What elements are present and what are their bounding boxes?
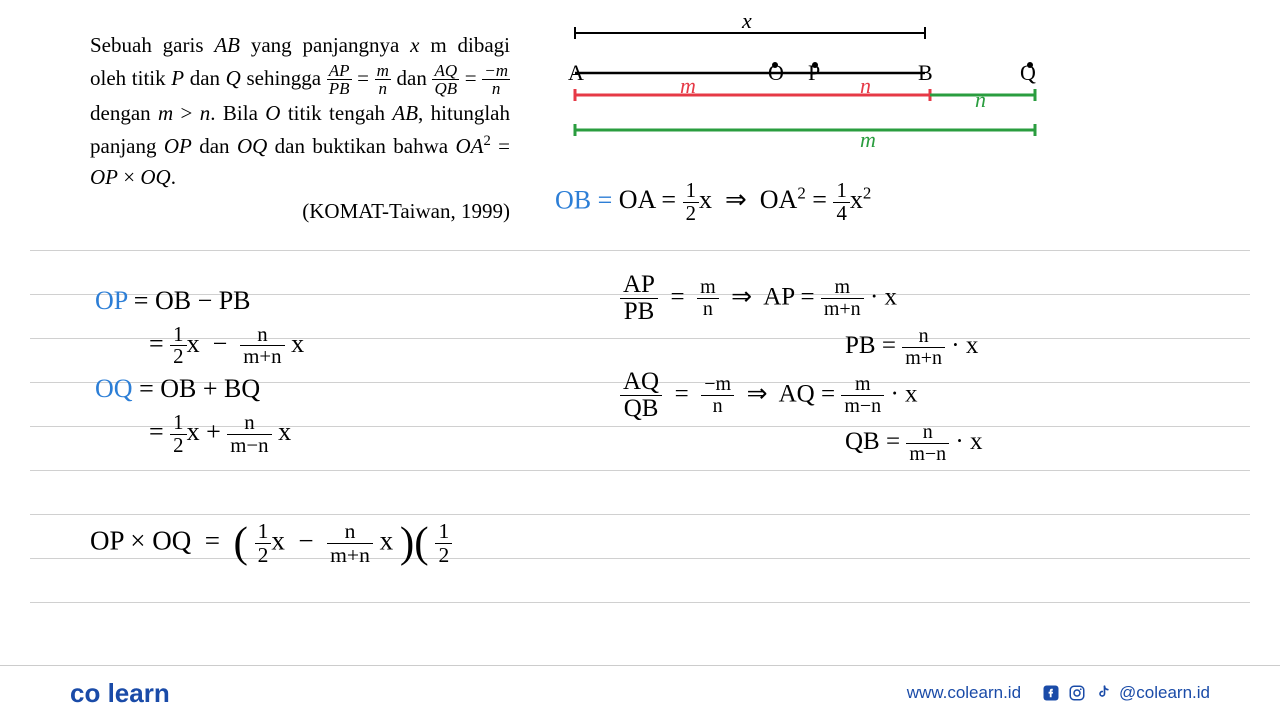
diagram-x-label: x — [742, 8, 752, 34]
facebook-icon — [1041, 683, 1061, 703]
diagram-label-m1: m — [680, 73, 696, 99]
eq-qb: QB = nm−n · x — [620, 422, 983, 465]
diagram-point-p: P — [808, 60, 820, 86]
diagram-point-a: A — [568, 60, 584, 86]
diagram-svg — [560, 15, 1120, 165]
tiktok-icon — [1093, 683, 1113, 703]
problem-source: (KOMAT-Taiwan, 1999) — [90, 196, 510, 228]
diagram-label-n1: n — [860, 73, 871, 99]
instagram-icon — [1067, 683, 1087, 703]
eq-oq-line2: = 12x + nm−n x — [95, 411, 304, 456]
eq-ob-body: OA = 12x ⇒ OA2 = 14x2 — [612, 185, 871, 214]
work-right-block: APPB = mn ⇒ AP = mm+n · x PB = nm+n · x … — [620, 272, 983, 465]
diagram-point-o: O — [768, 60, 784, 86]
eq-op-line2: = 12x − nm+n x — [95, 323, 304, 368]
eq-aq-qb: AQQB = −mn ⇒ AQ = mm−n · x — [620, 369, 983, 423]
eq-pb: PB = nm+n · x — [620, 326, 983, 369]
brand-logo: co learn — [70, 678, 170, 709]
social-icons: @colearn.id — [1041, 683, 1210, 703]
brand-learn: learn — [108, 678, 170, 708]
diagram-label-m2: m — [860, 127, 876, 153]
footer-url: www.colearn.id — [907, 683, 1021, 703]
footer-right: www.colearn.id @colearn.id — [907, 683, 1210, 703]
diagram-point-q: Q — [1020, 60, 1036, 86]
diagram-point-b: B — [918, 60, 933, 86]
eq-ob-prefix: OB = — [555, 185, 612, 214]
line-diagram: x A O P B Q m n n m — [560, 15, 1120, 155]
work-left-block: OP = OB − PB = 12x − nm+n x OQ = OB + BQ… — [95, 280, 304, 457]
problem-text: Sebuah garis AB yang panjangnya x m diba… — [90, 33, 510, 189]
eq-ob-oa: OB = OA = 12x ⇒ OA2 = 14x2 — [555, 180, 871, 225]
eq-oq-line1: OQ = OB + BQ — [95, 368, 304, 411]
footer-handle: @colearn.id — [1119, 683, 1210, 703]
problem-statement: Sebuah garis AB yang panjangnya x m diba… — [90, 30, 510, 227]
eq-ap-pb: APPB = mn ⇒ AP = mm+n · x — [620, 272, 983, 326]
footer-bar: co learn www.colearn.id @colearn.id — [0, 665, 1280, 720]
eq-op-times-oq: OP × OQ = ( 12x − nm+n x )( 12 — [90, 520, 452, 566]
diagram-label-n2: n — [975, 87, 986, 113]
brand-co: co — [70, 678, 100, 708]
eq-op-line1: OP = OB − PB — [95, 280, 304, 323]
